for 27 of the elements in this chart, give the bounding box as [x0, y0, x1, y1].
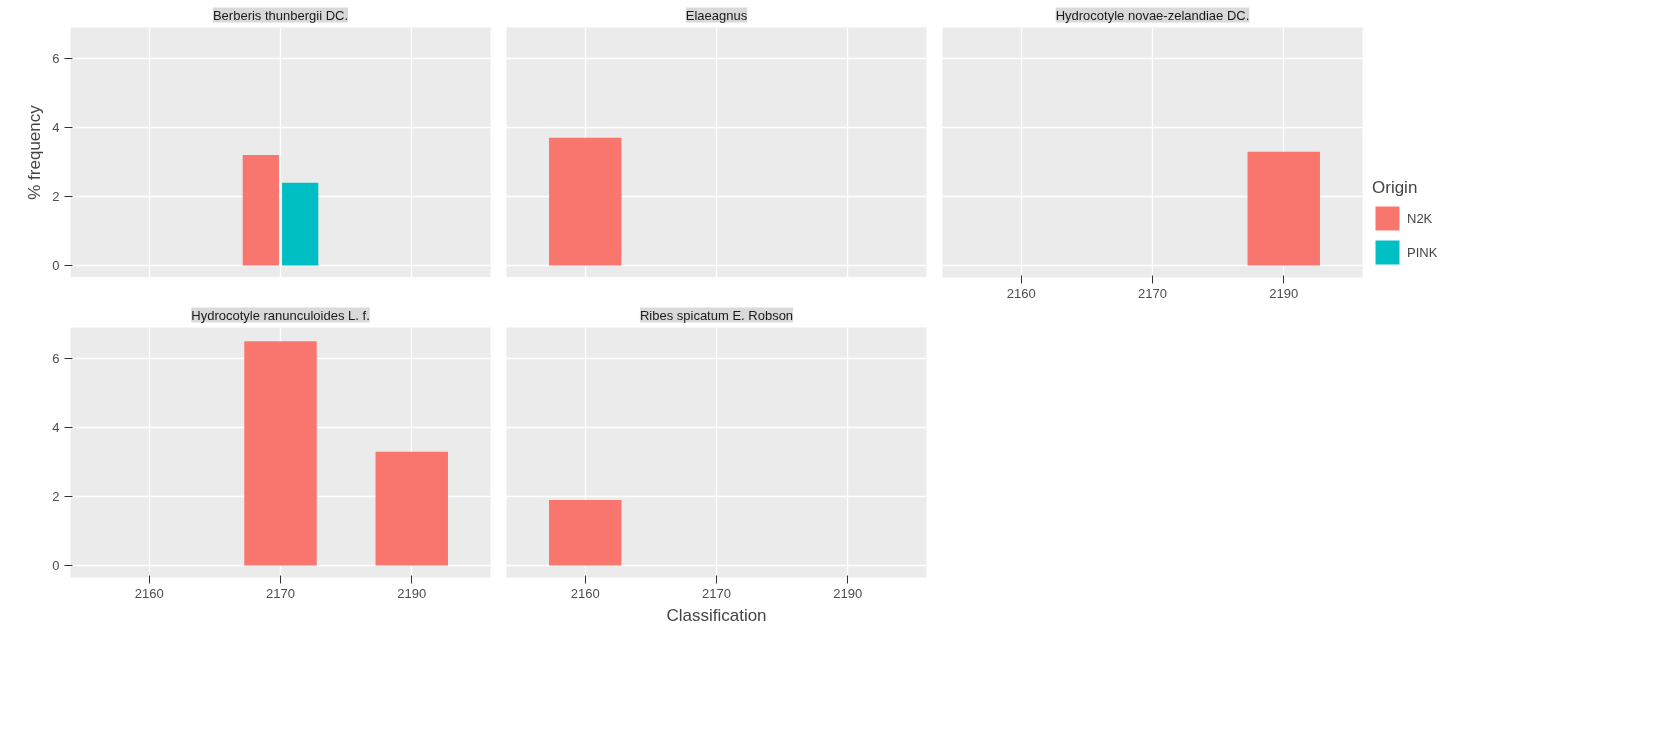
legend-title: Origin — [1372, 178, 1419, 198]
x-tick-label: 2190 — [1269, 285, 1299, 301]
y-tick-label: 6 — [52, 351, 60, 367]
chart-title: Elaeagnus — [685, 7, 748, 23]
x-tick-label: 2160 — [570, 585, 600, 601]
x-tick-label: 2160 — [1006, 285, 1036, 301]
y-tick-label: 6 — [52, 51, 60, 67]
x-tick-label: 2190 — [833, 585, 863, 601]
x-tick-label: 2170 — [1138, 285, 1167, 301]
y-tick-label: 0 — [52, 257, 60, 273]
x-tick-label: 2170 — [266, 585, 295, 601]
y-axis-title: % frequency — [25, 104, 45, 200]
x-tick-label: 2170 — [702, 585, 731, 601]
chart-title: Berberis thunbergii DC. — [212, 7, 349, 23]
legend-label: PINK — [1407, 244, 1438, 260]
y-tick-label: 4 — [52, 120, 60, 135]
y-tick-label: 2 — [52, 188, 60, 204]
y-tick-label: 0 — [52, 557, 60, 573]
x-axis-title: Classification — [666, 605, 767, 625]
chart-title: Hydrocotyle ranunculoides L. f. — [191, 307, 370, 323]
x-tick-label: 2160 — [134, 585, 164, 601]
x-tick-label: 2190 — [397, 585, 427, 601]
y-tick-label: 4 — [52, 420, 60, 435]
legend-label: N2K — [1407, 210, 1433, 226]
chart-title: Hydrocotyle novae-zelandiae DC. — [1055, 7, 1250, 23]
y-tick-label: 2 — [52, 488, 60, 504]
chart-title: Ribes spicatum E. Robson — [639, 307, 794, 323]
